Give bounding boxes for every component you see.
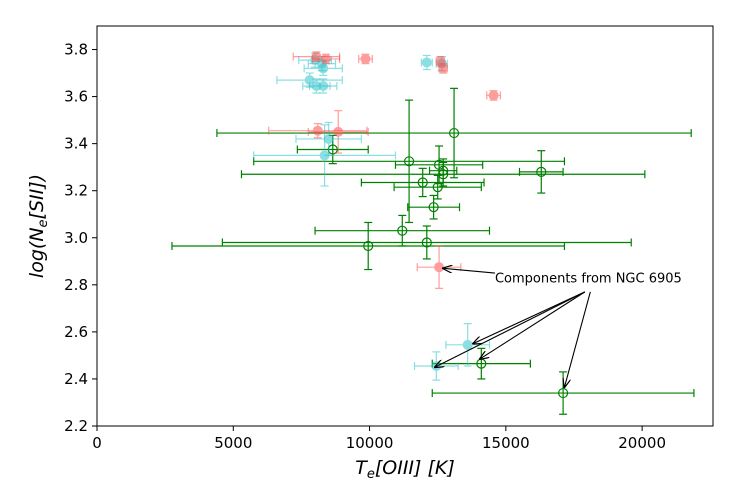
x-tick-label: 15000 (482, 434, 530, 452)
y-tick-label: 3.8 (64, 41, 88, 59)
annotation-arrow (480, 291, 586, 359)
data-point (358, 53, 373, 65)
data-point (295, 121, 362, 157)
x-tick-label: 0 (92, 434, 102, 452)
y-tick-label: 2.2 (64, 417, 88, 435)
marker (432, 182, 443, 193)
x-tick-label: 10000 (346, 434, 394, 452)
marker (311, 51, 322, 62)
data-point (486, 90, 501, 101)
y-tick-label: 2.6 (64, 323, 88, 341)
data-point (445, 323, 491, 367)
marker (360, 53, 371, 64)
data-point (314, 214, 491, 247)
x-axis-label: Te[OIII] [K] (355, 457, 455, 482)
data-point (171, 221, 566, 271)
marker (536, 166, 547, 177)
marker (421, 237, 432, 248)
marker (323, 133, 334, 144)
ticks-layer: 0 5000 10000 15000 20000 2.2 2.4 2.6 2.8 3.0 3.2 3.… (64, 41, 666, 452)
data-point (407, 194, 461, 220)
marker (319, 150, 330, 161)
annotation-text: Components from NGC 6905 (495, 271, 682, 286)
marker (320, 53, 331, 64)
plot-frame (96, 25, 714, 427)
annotation-arrow (473, 291, 586, 344)
marker (397, 225, 408, 236)
plot-layer (171, 51, 695, 415)
y-tick-label: 2.4 (64, 370, 88, 388)
marker (318, 63, 329, 74)
data-point (518, 150, 564, 194)
data-point (253, 99, 566, 224)
y-tick-label: 3.0 (64, 229, 88, 247)
marker (428, 202, 439, 213)
marker (363, 240, 374, 252)
data-point (253, 124, 397, 187)
data-point (360, 167, 485, 198)
data-point (394, 145, 484, 185)
annotation-layer: Components from NGC 6905 (435, 268, 682, 387)
data-point (420, 54, 433, 71)
data-point (431, 347, 531, 380)
data-point (311, 53, 341, 65)
annotation-arrow (564, 291, 591, 387)
marker (421, 57, 432, 68)
data-point (221, 225, 632, 260)
data-point (431, 371, 695, 415)
data-point (268, 123, 368, 139)
y-tick-label: 3.6 (64, 88, 88, 106)
y-tick-label: 3.2 (64, 182, 88, 200)
marker (312, 125, 323, 136)
marker (462, 339, 473, 350)
data-point (416, 245, 462, 289)
y-axis-label: log(Ne[SII]) (26, 174, 51, 278)
marker (403, 156, 415, 167)
marker (318, 81, 329, 91)
data-point (393, 174, 482, 200)
data-point (216, 87, 692, 179)
data-point (438, 63, 449, 74)
marker (438, 63, 449, 74)
data-point (307, 110, 369, 154)
series-red (268, 51, 501, 289)
y-tick-label: 3.4 (64, 135, 88, 153)
y-tick-label: 2.8 (64, 276, 88, 294)
annotation-arrow (435, 291, 586, 367)
data-point (276, 72, 343, 88)
x-tick-label: 20000 (618, 434, 666, 452)
data-point (309, 78, 338, 94)
marker (333, 126, 344, 137)
marker (438, 169, 449, 180)
marker (434, 262, 445, 273)
annotation-arrow (443, 268, 495, 274)
x-tick-label: 5000 (214, 434, 252, 452)
marker (488, 90, 499, 101)
marker (448, 127, 460, 139)
